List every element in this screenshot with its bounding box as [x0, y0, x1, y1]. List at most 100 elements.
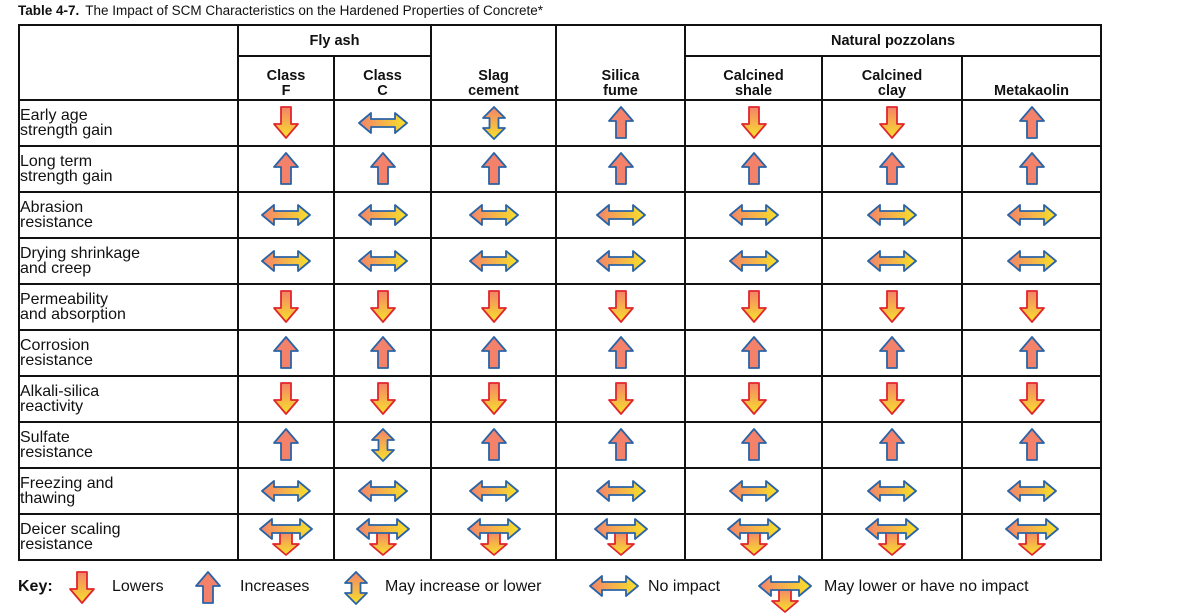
- lower-or-no-impact-arrow-icon: [557, 517, 684, 557]
- impact-cell-metakaolin: [960, 467, 1103, 515]
- column-header-metakaolin: Metakaolin: [960, 55, 1103, 101]
- table-title: Table 4-7. The Impact of SCM Characterist…: [18, 3, 543, 18]
- impact-cell-calcined-clay: [821, 237, 963, 285]
- impact-cell-metakaolin: [960, 513, 1103, 561]
- impact-cell-calcined-clay: [821, 329, 963, 377]
- impact-cell-silica-fume: [555, 421, 686, 469]
- impact-cell-class-f: [237, 99, 335, 147]
- impact-cell-calcined-shale: [684, 237, 823, 285]
- lowers-arrow-icon: [963, 289, 1100, 325]
- increases-arrow-icon: [686, 427, 821, 463]
- lowers-arrow-icon: [963, 381, 1100, 417]
- increases-arrow-icon: [239, 427, 333, 463]
- increases-arrow-icon: [963, 427, 1100, 463]
- impact-cell-silica-fume: [555, 375, 686, 423]
- table-row: Freezing and thawing: [18, 467, 1103, 515]
- group-fly-ash: Fly ash: [237, 24, 432, 57]
- legend-text-lower-or-no-impact: May lower or have no impact: [824, 578, 1029, 595]
- impact-cell-calcined-clay: [821, 467, 963, 515]
- impact-cell-metakaolin: [960, 421, 1103, 469]
- impact-cell-calcined-shale: [684, 467, 823, 515]
- impact-cell-class-f: [237, 283, 335, 331]
- increases-arrow-icon: [963, 105, 1100, 141]
- no-impact-arrow-icon: [335, 109, 430, 137]
- lowers-arrow-icon: [823, 105, 961, 141]
- lowers-arrow-icon: [432, 381, 555, 417]
- impact-cell-class-f: [237, 237, 335, 285]
- impact-cell-calcined-clay: [821, 513, 963, 561]
- increases-arrow-icon: [432, 335, 555, 371]
- table-row: Alkali-silica reactivity: [18, 375, 1103, 423]
- no-impact-arrow-icon: [557, 477, 684, 505]
- lowers-arrow-icon: [557, 381, 684, 417]
- impact-cell-metakaolin: [960, 329, 1103, 377]
- no-impact-arrow-icon: [239, 477, 333, 505]
- increases-arrow-icon: [557, 151, 684, 187]
- impact-cell-slag-cement: [430, 375, 557, 423]
- table-row: Permeability and absorption: [18, 283, 1103, 331]
- table-row: Abrasion resistance: [18, 191, 1103, 239]
- impact-cell-metakaolin: [960, 375, 1103, 423]
- impact-cell-class-c: [333, 329, 432, 377]
- table-row: Corrosion resistance: [18, 329, 1103, 377]
- row-label: Abrasion resistance: [18, 191, 239, 239]
- impact-cell-metakaolin: [960, 237, 1103, 285]
- impact-cell-slag-cement: [430, 237, 557, 285]
- impact-cell-slag-cement: [430, 329, 557, 377]
- scm-impact-table: Fly ash Slag cement Silica fume Natural …: [18, 24, 1103, 561]
- table-number: Table 4-7.: [18, 3, 80, 18]
- impact-cell-calcined-clay: [821, 283, 963, 331]
- lowers-arrow-icon: [686, 289, 821, 325]
- impact-cell-slag-cement: [430, 467, 557, 515]
- no-impact-arrow-icon: [239, 247, 333, 275]
- impact-cell-class-c: [333, 283, 432, 331]
- table-row: Long term strength gain: [18, 145, 1103, 193]
- impact-cell-metakaolin: [960, 99, 1103, 147]
- impact-cell-silica-fume: [555, 283, 686, 331]
- table-row: Deicer scaling resistance: [18, 513, 1103, 561]
- impact-cell-class-c: [333, 467, 432, 515]
- impact-cell-silica-fume: [555, 237, 686, 285]
- impact-cell-calcined-shale: [684, 329, 823, 377]
- impact-cell-class-f: [237, 375, 335, 423]
- column-header-calcined-shale: Calcined shale: [684, 55, 823, 101]
- no-impact-arrow-icon: [432, 201, 555, 229]
- impact-cell-slag-cement: [430, 421, 557, 469]
- increases-arrow-icon: [557, 105, 684, 141]
- no-impact-arrow-icon: [823, 477, 961, 505]
- row-label: Permeability and absorption: [18, 283, 239, 331]
- no-impact-arrow-icon: [432, 247, 555, 275]
- impact-cell-calcined-clay: [821, 191, 963, 239]
- no-impact-arrow-icon: [823, 247, 961, 275]
- impact-cell-class-c: [333, 191, 432, 239]
- increase-or-lower-arrow-icon: [335, 427, 430, 463]
- impact-cell-class-c: [333, 145, 432, 193]
- legend-key: Key: Lowers Increases May increase or lo…: [18, 568, 1138, 616]
- impact-cell-class-c: [333, 237, 432, 285]
- no-impact-arrow-icon: [686, 477, 821, 505]
- lower-or-no-impact-arrow-icon: [686, 517, 821, 557]
- row-label: Freezing and thawing: [18, 467, 239, 515]
- table-row: Sulfate resistance: [18, 421, 1103, 469]
- lowers-arrow-icon: [557, 289, 684, 325]
- table-caption: The Impact of SCM Characteristics on the…: [85, 3, 543, 18]
- impact-cell-class-c: [333, 513, 432, 561]
- row-label: Alkali-silica reactivity: [18, 375, 239, 423]
- no-impact-arrow-icon: [239, 201, 333, 229]
- corner-cell: [18, 24, 239, 101]
- increases-arrow-icon: [686, 151, 821, 187]
- row-label: Sulfate resistance: [18, 421, 239, 469]
- impact-cell-calcined-shale: [684, 375, 823, 423]
- impact-cell-calcined-clay: [821, 421, 963, 469]
- lowers-arrow-icon: [335, 381, 430, 417]
- no-impact-arrow-icon: [686, 201, 821, 229]
- increases-arrow-icon: [335, 335, 430, 371]
- lowers-arrow-icon: [239, 381, 333, 417]
- row-label: Drying shrinkage and creep: [18, 237, 239, 285]
- increases-arrow-icon: [557, 427, 684, 463]
- impact-cell-slag-cement: [430, 191, 557, 239]
- increases-arrow-icon: [963, 151, 1100, 187]
- lower-or-no-impact-arrow-icon: [823, 517, 961, 557]
- impact-cell-class-c: [333, 99, 432, 147]
